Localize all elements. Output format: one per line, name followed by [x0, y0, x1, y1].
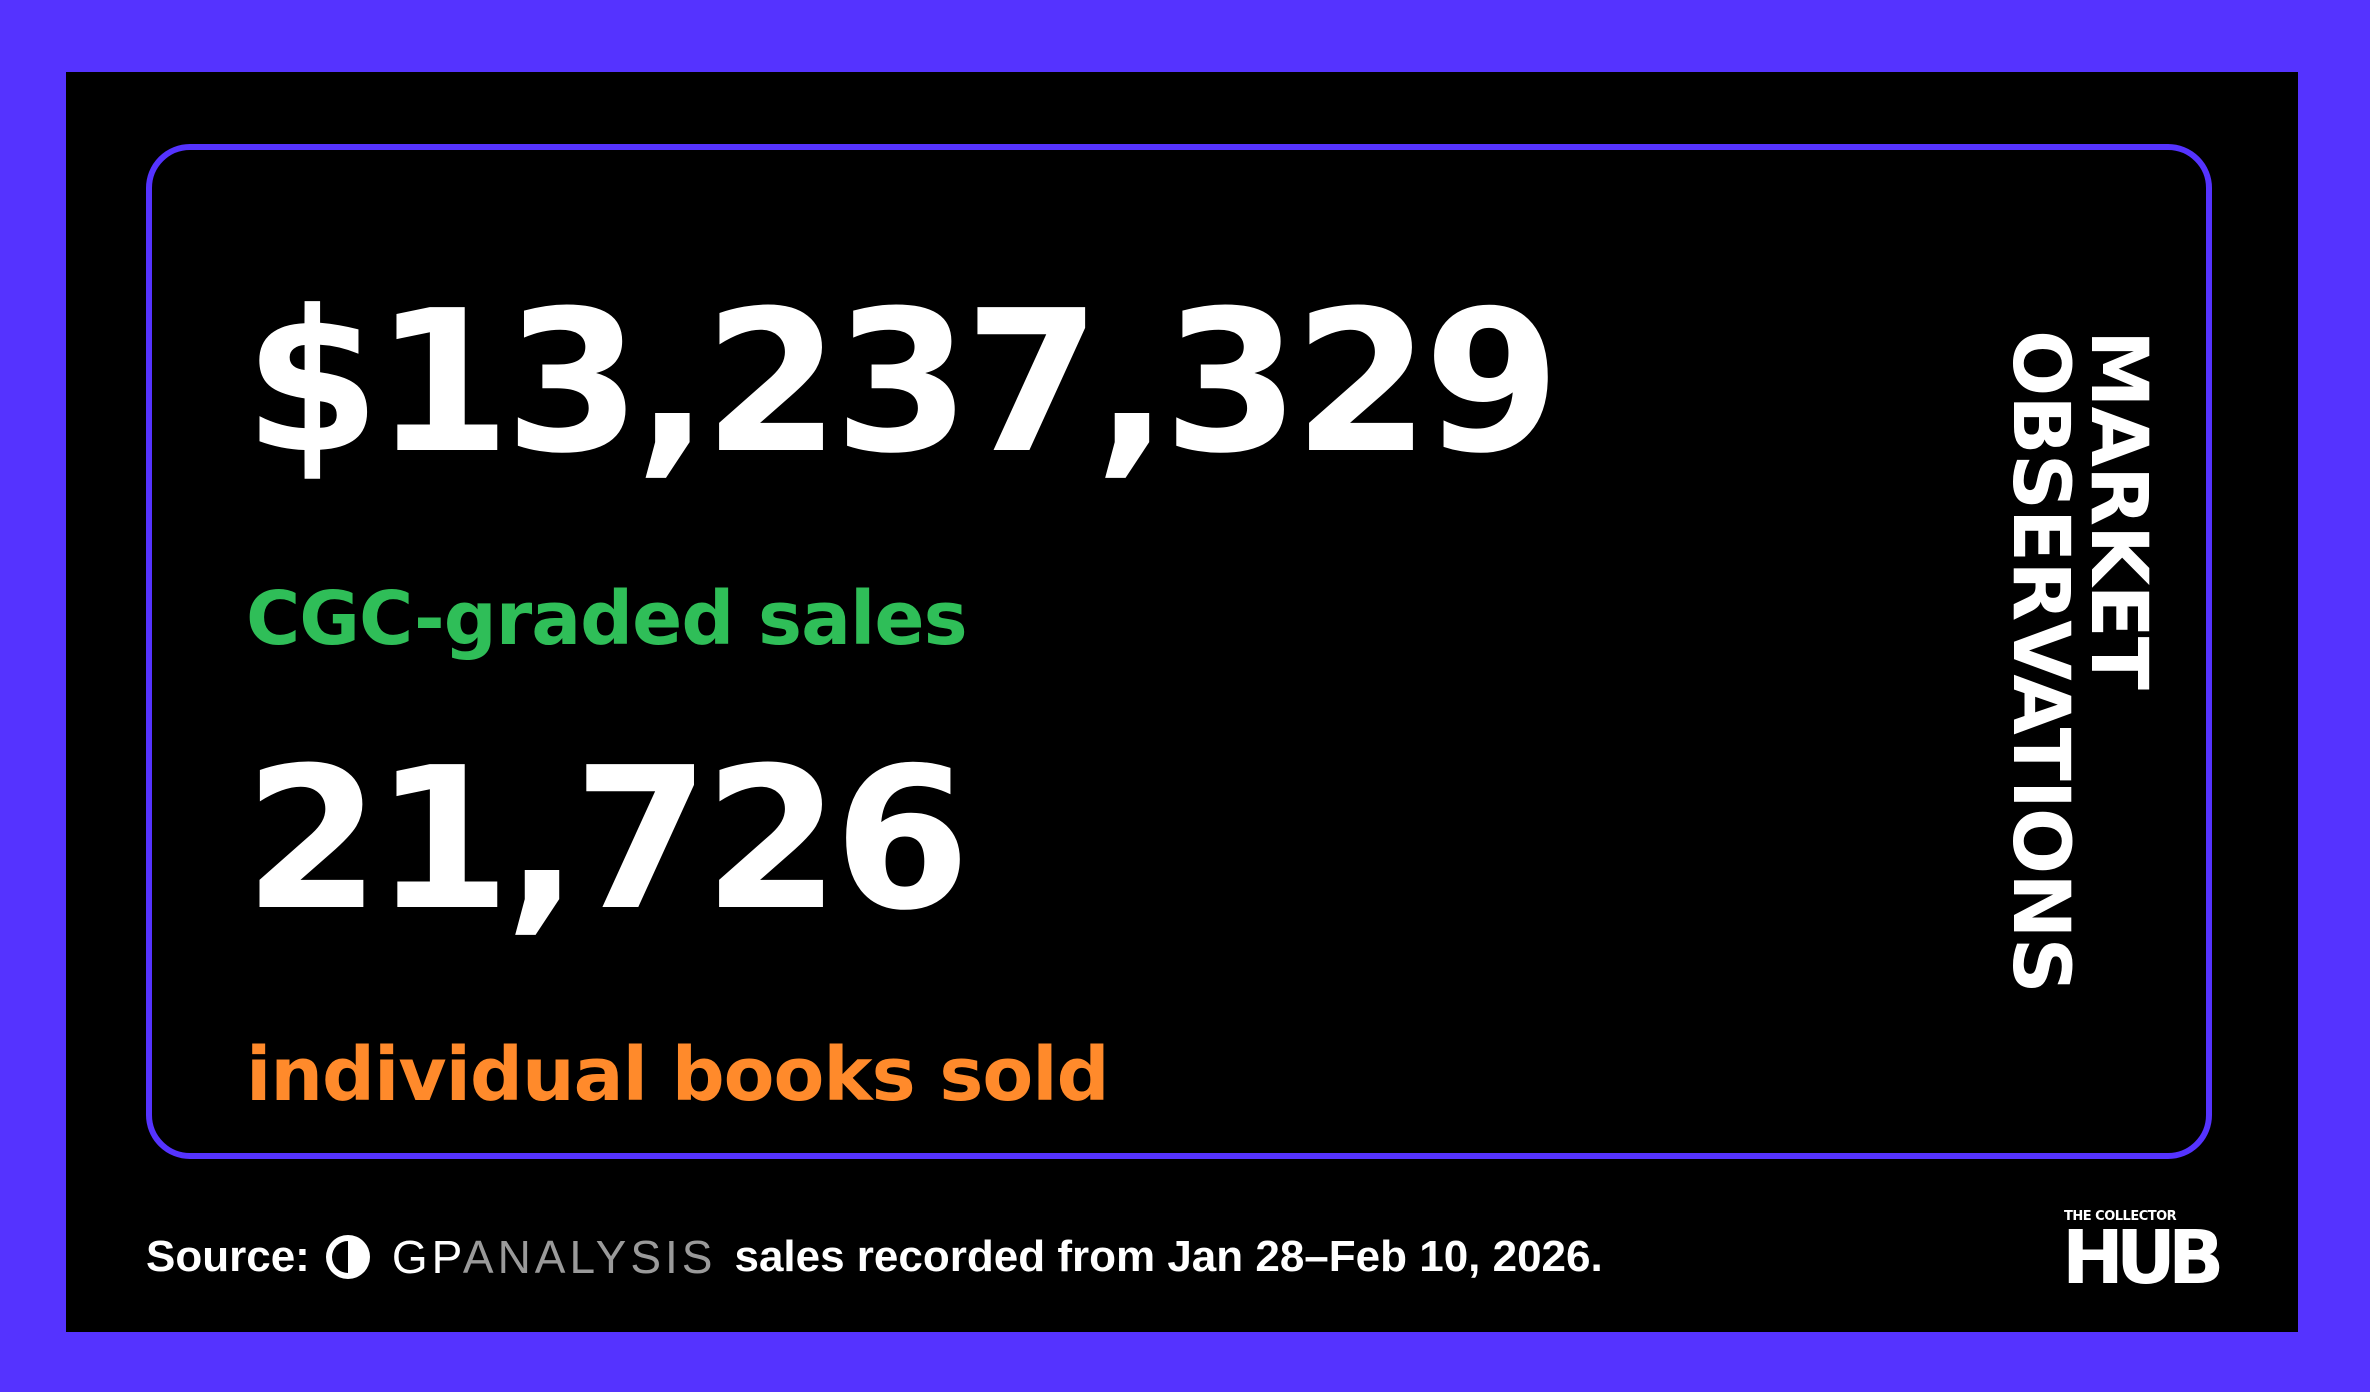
books-sold-value: 21,726	[244, 726, 970, 954]
gp-analysis-brand: GPANALYSIS	[392, 1230, 717, 1284]
gp-analysis-logo-icon	[325, 1235, 370, 1279]
collector-hub-logo: THE COLLECTOR HUB	[2062, 1209, 2224, 1301]
books-sold-label: individual books sold	[246, 1032, 1110, 1118]
title-line-observations: OBSERVATIONS	[1995, 330, 2085, 993]
market-observations-title: MARKET OBSERVATIONS	[1995, 330, 2163, 1120]
brand-gp: GP	[391, 1231, 463, 1283]
source-footer: Source: GPANALYSIS sales recorded from J…	[146, 1222, 1603, 1292]
title-line-market: MARKET	[2073, 330, 2163, 689]
infographic-canvas: $13,237,329 CGC-graded sales 21,726 indi…	[66, 72, 2298, 1332]
collector-hub-logo-word: HUB	[2062, 1215, 2224, 1301]
source-text: sales recorded from Jan 28–Feb 10, 2026.	[734, 1232, 1603, 1281]
brand-analysis: ANALYSIS	[462, 1231, 717, 1283]
collector-hub-logo-top: THE COLLECTOR	[2064, 1209, 2177, 1224]
stats-card: $13,237,329 CGC-graded sales 21,726 indi…	[146, 144, 2212, 1159]
sales-total-value: $13,237,329	[244, 269, 1560, 497]
sales-total-label: CGC-graded sales	[246, 576, 968, 662]
source-label: Source:	[146, 1232, 310, 1281]
